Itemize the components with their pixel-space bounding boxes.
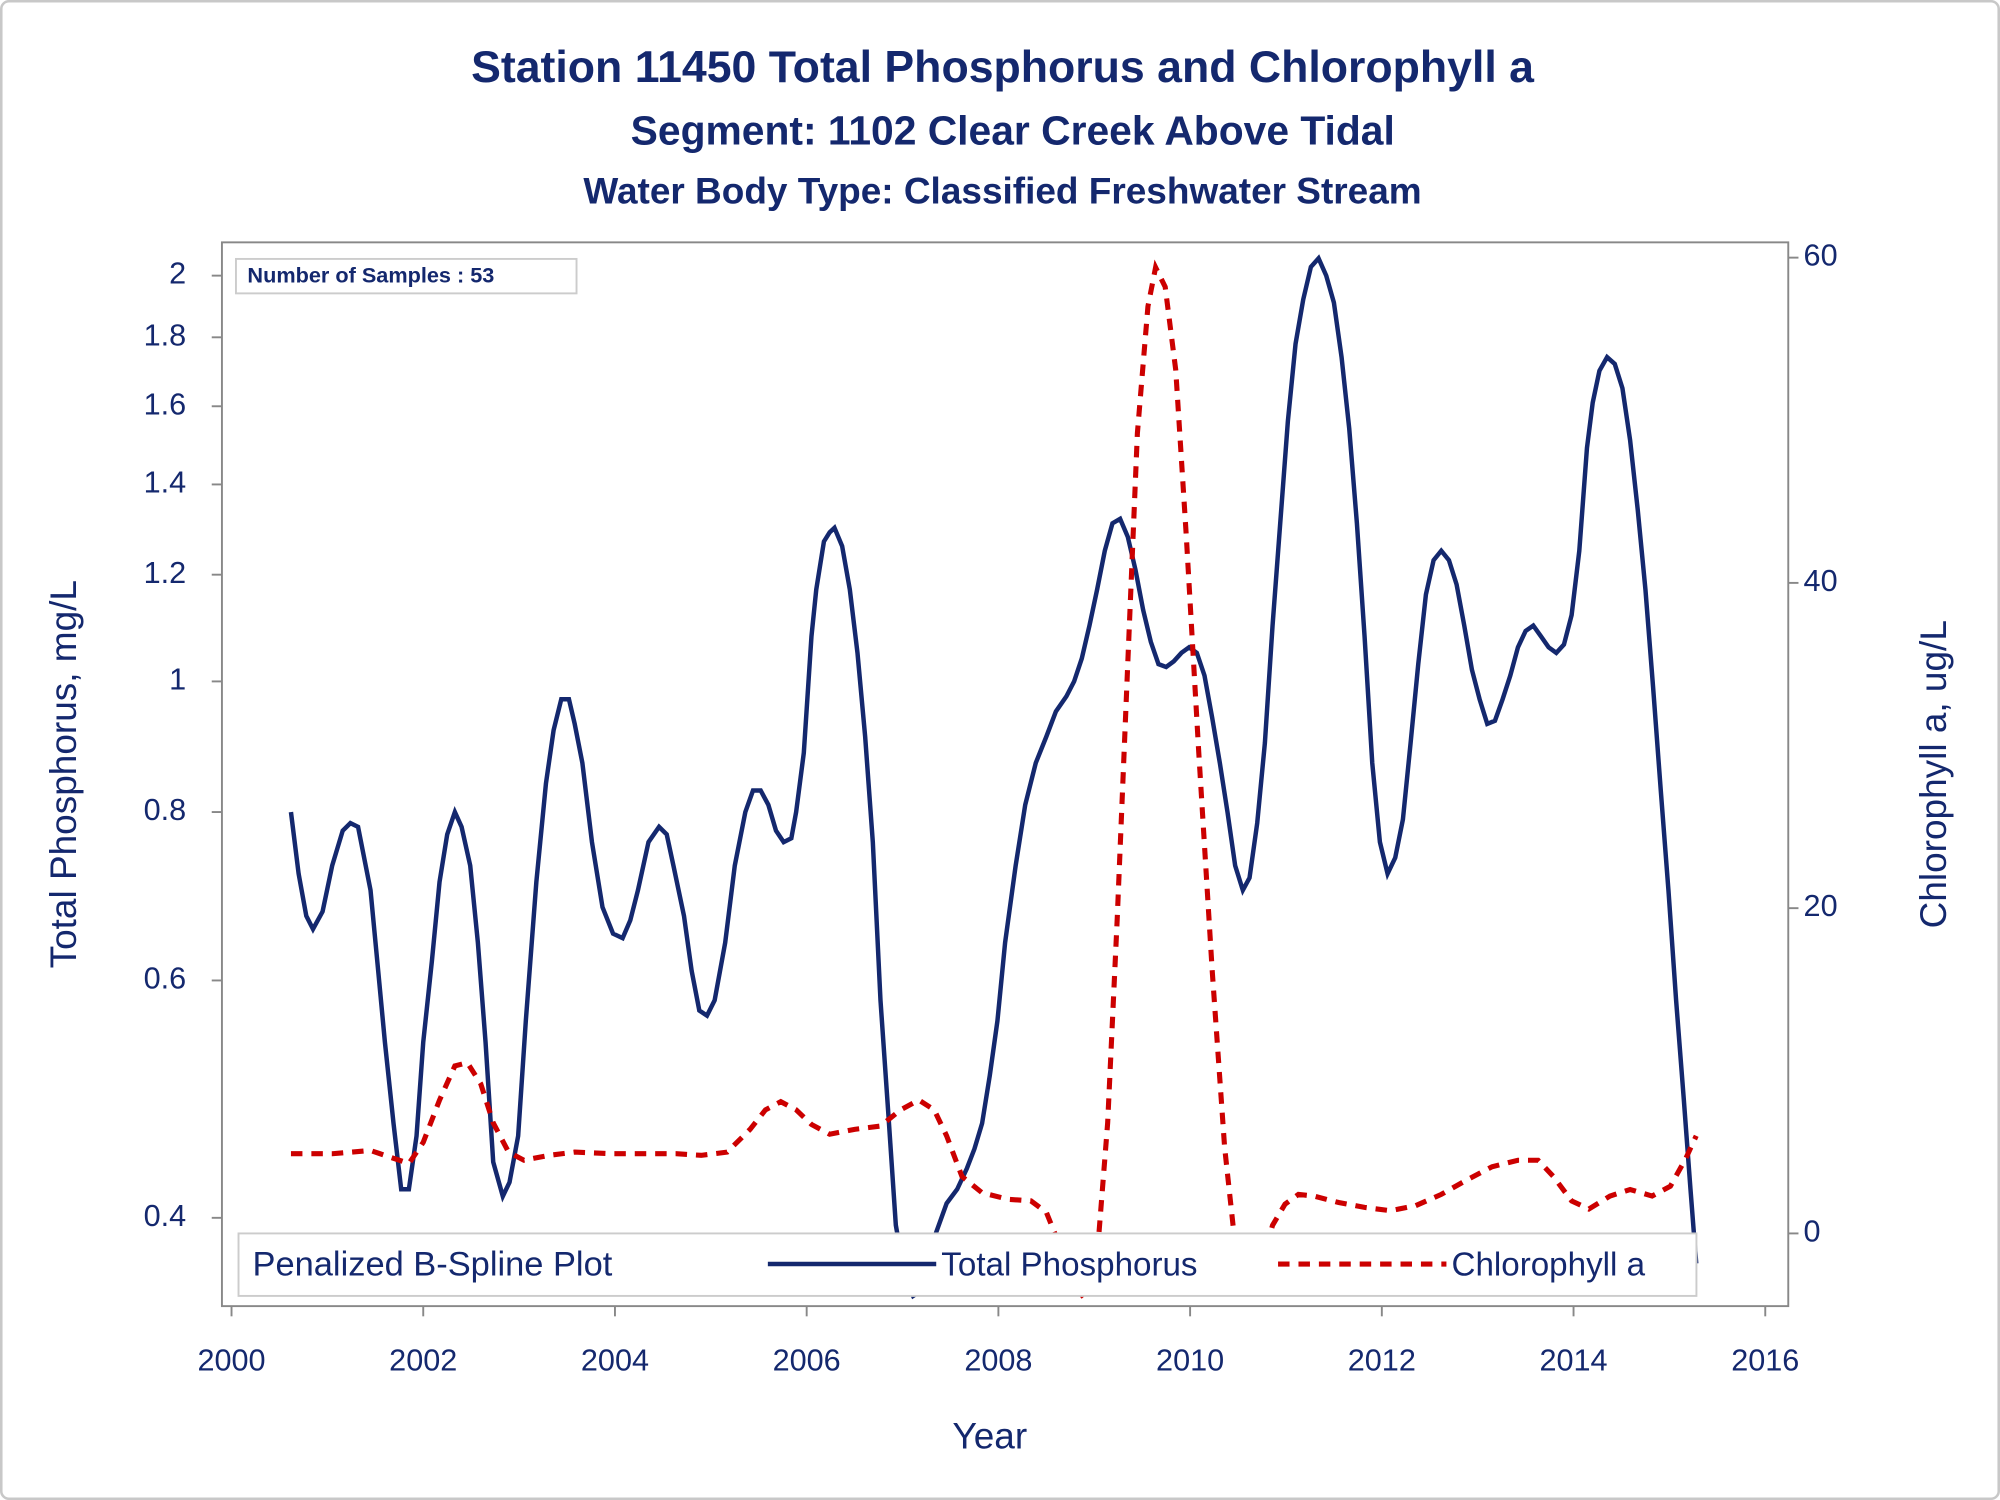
series-line bbox=[288, 254, 1699, 1300]
y2-axis-title: Chlorophyll a, ug/L bbox=[1913, 620, 1954, 928]
legend-box bbox=[237, 1232, 1698, 1297]
x-tick-label: 2012 bbox=[1348, 1343, 1416, 1377]
y-tick-label: 0.4 bbox=[144, 1199, 187, 1233]
legend-label: Chlorophyll a bbox=[1452, 1246, 1646, 1283]
chart-subtitle: Water Body Type: Classified Freshwater S… bbox=[583, 171, 1421, 212]
series-line bbox=[290, 259, 1699, 1304]
y-axis-title: Total Phosphorus, mg/L bbox=[43, 580, 84, 968]
y2-tick-label: 40 bbox=[1804, 564, 1838, 598]
y-tick-label: 1.2 bbox=[144, 556, 187, 590]
x-tick-label: 2006 bbox=[773, 1343, 841, 1377]
y-tick-label: 2 bbox=[169, 257, 186, 291]
plot-area bbox=[220, 241, 1790, 1308]
annotation-box bbox=[235, 257, 578, 295]
x-tick-label: 2016 bbox=[1731, 1343, 1799, 1377]
annotation: Number of Samples : 53 bbox=[247, 263, 494, 288]
y-tick-label: 0.6 bbox=[144, 962, 187, 996]
x-tick-label: 2004 bbox=[581, 1343, 649, 1377]
y2-tick-label: 60 bbox=[1804, 239, 1838, 273]
y-tick-label: 0.8 bbox=[144, 793, 187, 827]
x-axis-title: Year bbox=[952, 1416, 1027, 1457]
y-tick-label: 1 bbox=[169, 663, 186, 697]
y2-tick-label: 0 bbox=[1804, 1215, 1821, 1249]
y2-tick-label: 20 bbox=[1804, 889, 1838, 923]
y-tick-label: 1.6 bbox=[144, 387, 187, 421]
x-tick-label: 2000 bbox=[197, 1343, 265, 1377]
y-tick-label: 1.4 bbox=[144, 466, 187, 500]
x-tick-label: 2010 bbox=[1156, 1343, 1224, 1377]
legend-label: Total Phosphorus bbox=[941, 1246, 1197, 1283]
chart-subtitle: Segment: 1102 Clear Creek Above Tidal bbox=[631, 108, 1395, 154]
legend-title: Penalized B-Spline Plot bbox=[253, 1246, 613, 1284]
chart-title: Station 11450 Total Phosphorus and Chlor… bbox=[471, 43, 1535, 92]
x-tick-label: 2014 bbox=[1539, 1343, 1607, 1377]
y-tick-label: 1.8 bbox=[144, 318, 187, 352]
x-tick-label: 2008 bbox=[964, 1343, 1032, 1377]
x-tick-label: 2002 bbox=[389, 1343, 457, 1377]
